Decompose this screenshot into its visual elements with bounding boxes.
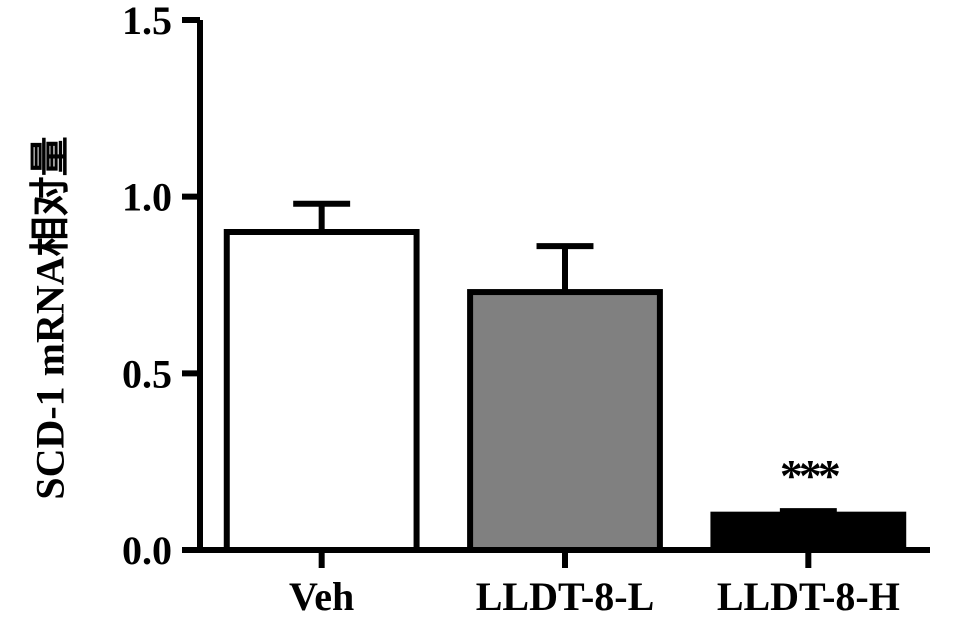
x-category-label: LLDT-8-H: [717, 574, 900, 619]
chart-svg: 0.0 0.5 1.0 1.5 Veh LLDT-8-L LLDT-8-H ***: [0, 0, 963, 635]
y-tick-label: 0.5: [122, 351, 172, 396]
x-category-label: LLDT-8-L: [476, 574, 655, 619]
y-tick-label: 0.0: [122, 528, 172, 573]
y-tick-label: 1.0: [122, 175, 172, 220]
bar-chart: SCD-1 mRNA相对量 0.0 0.5 1.0 1.5 Veh LLDT-8-L LLD…: [0, 0, 963, 635]
bar: [470, 292, 660, 550]
significance-marker: ***: [780, 450, 840, 501]
x-category-label: Veh: [289, 574, 354, 619]
y-tick-label: 1.5: [122, 0, 172, 43]
y-axis-label: SCD-1 mRNA相对量: [17, 136, 75, 499]
bar: [227, 232, 417, 550]
bar: [713, 515, 903, 550]
